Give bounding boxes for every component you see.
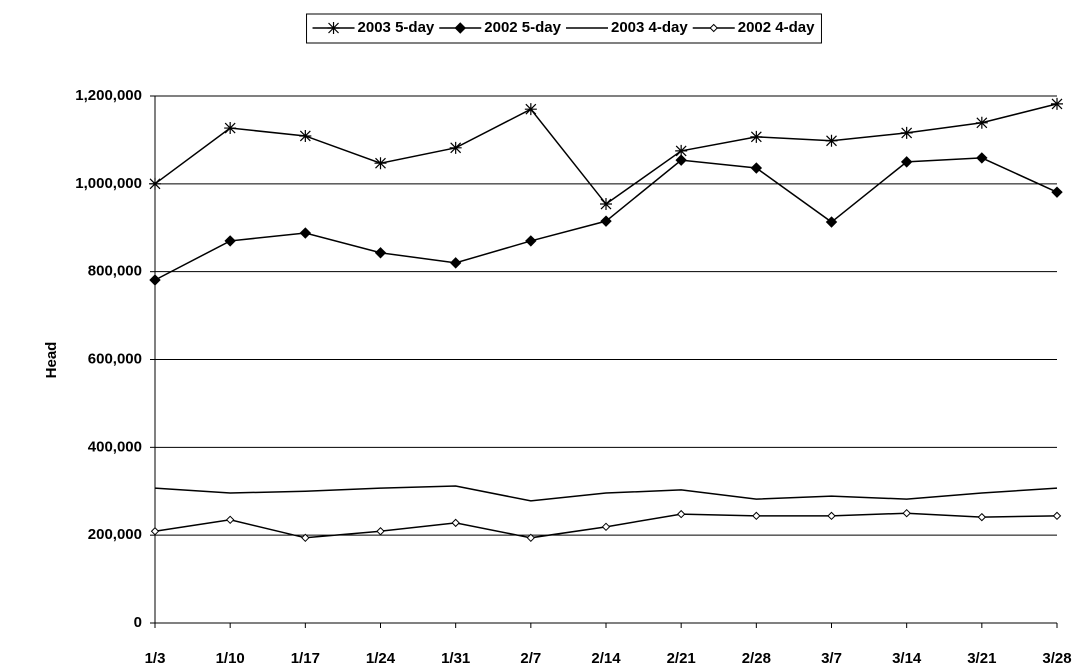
marker (225, 515, 235, 525)
marker (149, 274, 161, 286)
marker (525, 235, 537, 247)
legend-item: 2002 5-day (439, 19, 562, 36)
y-tick-label: 600,000 (88, 350, 142, 367)
y-tick-label: 0 (134, 614, 142, 631)
marker (709, 23, 718, 33)
y-tick-label: 400,000 (88, 438, 142, 455)
marker (900, 156, 913, 168)
y-axis-title: Head (43, 342, 60, 379)
marker (977, 512, 987, 522)
x-tick-label: 2/7 (520, 650, 541, 667)
marker (526, 533, 536, 543)
marker (600, 198, 612, 211)
x-tick-label: 2/14 (591, 650, 621, 667)
marker (752, 511, 761, 521)
series-line (154, 485, 1058, 502)
marker (825, 134, 838, 147)
marker (1051, 97, 1063, 110)
marker (149, 177, 161, 190)
legend: 2003 5-day 2002 5-day 2003 4-day 2002 4-day (306, 13, 822, 44)
marker (675, 144, 688, 157)
marker (600, 215, 612, 227)
marker (827, 511, 836, 521)
marker (299, 227, 312, 239)
marker (449, 257, 462, 269)
legend-item: 2003 4-day (566, 19, 688, 36)
x-tick-label: 1/10 (216, 650, 245, 667)
marker (976, 152, 988, 164)
marker (224, 235, 236, 247)
marker (750, 162, 763, 174)
x-tick-label: 3/28 (1042, 650, 1071, 667)
x-tick-label: 1/17 (291, 650, 320, 667)
marker (374, 157, 387, 170)
legend-box (306, 13, 822, 44)
marker (1051, 186, 1063, 198)
marker (524, 103, 537, 116)
marker (750, 130, 763, 143)
x-tick-label: 3/14 (892, 650, 922, 667)
series-line (154, 103, 1058, 206)
marker (675, 154, 687, 166)
marker (900, 126, 913, 139)
marker (374, 247, 387, 259)
x-tick-label: 2/21 (667, 650, 696, 667)
y-tick-label: 200,000 (88, 526, 142, 543)
marker (224, 122, 237, 135)
marker (327, 22, 340, 34)
marker (449, 141, 462, 154)
marker (1052, 511, 1062, 521)
x-tick-label: 3/21 (967, 650, 996, 667)
legend-label: 2002 4-day (738, 19, 815, 36)
marker (601, 522, 611, 532)
x-tick-label: 1/31 (441, 650, 470, 667)
marker (825, 216, 838, 228)
marker (451, 518, 460, 528)
marker (454, 22, 466, 34)
x-tick-label: 2/28 (742, 650, 771, 667)
y-tick-label: 1,000,000 (75, 175, 142, 192)
marker (676, 509, 686, 519)
y-tick-label: 800,000 (88, 263, 142, 280)
legend-label: 2003 4-day (611, 19, 688, 36)
x-tick-label: 1/3 (145, 650, 166, 667)
marker (150, 527, 160, 536)
marker (376, 527, 385, 536)
marker (902, 509, 911, 518)
marker (975, 116, 988, 129)
marker (299, 129, 312, 142)
legend-item: 2003 5-day (312, 19, 435, 36)
y-tick-label: 1,200,000 (75, 87, 142, 104)
legend-label: 2003 5-day (358, 19, 435, 36)
legend-item: 2002 4-day (692, 19, 815, 36)
x-tick-label: 3/7 (821, 650, 842, 667)
x-tick-label: 1/24 (366, 650, 396, 667)
marker (301, 533, 310, 543)
legend-label: 2002 5-day (484, 19, 561, 36)
